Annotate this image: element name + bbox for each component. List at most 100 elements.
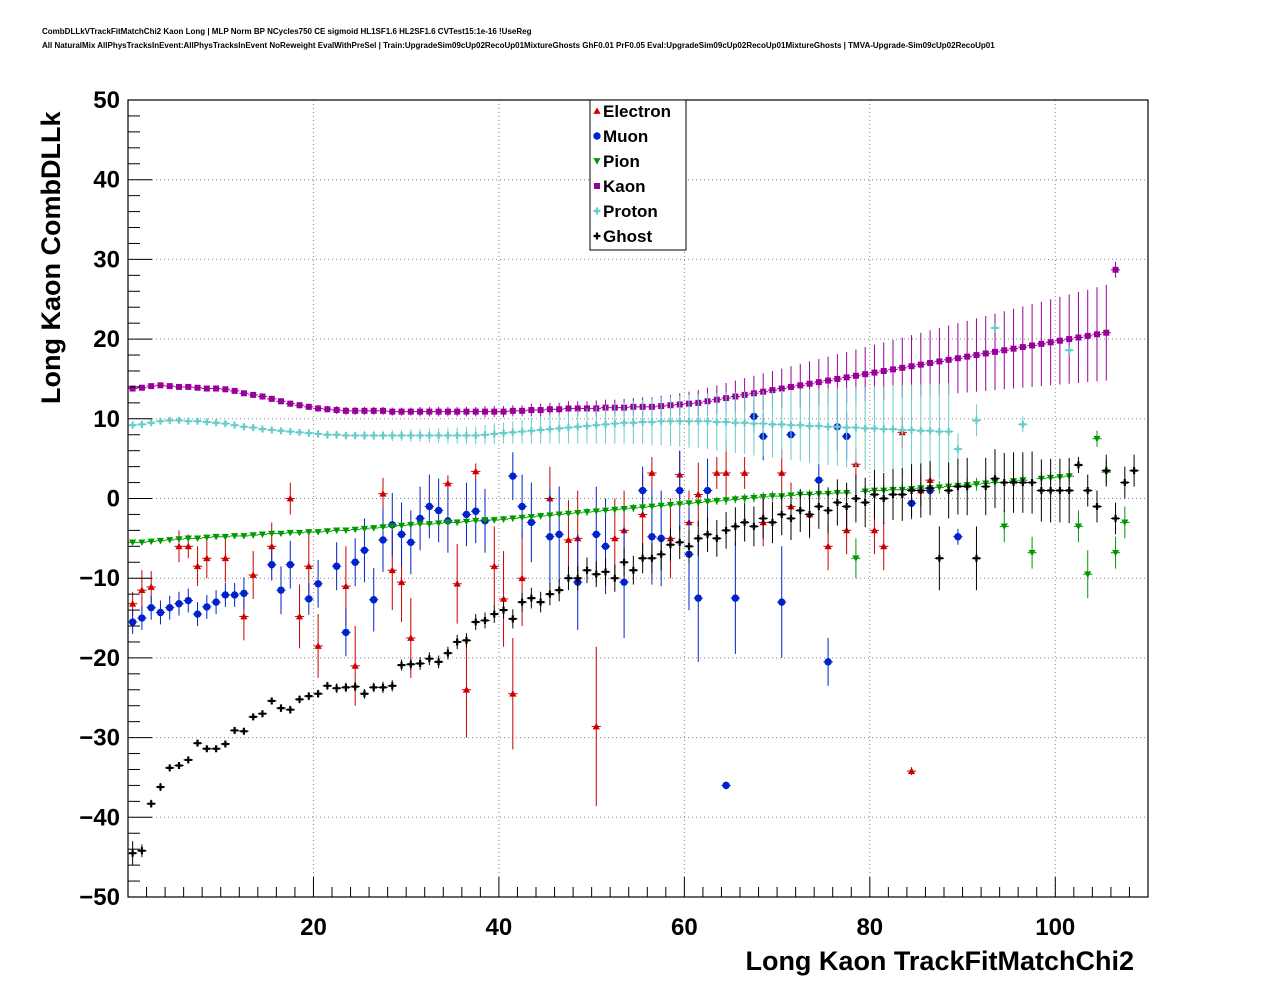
marker [379, 490, 387, 497]
data-point-kaon [174, 383, 184, 390]
data-point-electron [192, 546, 203, 587]
marker [314, 430, 322, 438]
data-point-kaon [443, 406, 453, 417]
legend-label: Proton [603, 202, 658, 221]
marker [731, 594, 740, 602]
marker [360, 546, 369, 555]
data-point-ghost [128, 841, 138, 866]
marker [870, 424, 878, 432]
data-point-proton [628, 401, 638, 445]
marker [212, 419, 220, 427]
data-point-muon [508, 452, 518, 501]
data-point-proton [842, 387, 852, 468]
data-point-ghost [860, 477, 870, 528]
marker [1019, 420, 1027, 428]
data-point-pion [369, 525, 379, 532]
data-point-proton [517, 419, 527, 444]
marker [778, 510, 786, 518]
marker [360, 432, 368, 440]
marker [453, 580, 461, 587]
data-point-proton [471, 426, 481, 445]
data-point-kaon [1036, 301, 1046, 387]
marker [527, 594, 535, 602]
marker [936, 358, 943, 365]
data-point-ghost [684, 529, 694, 564]
marker [184, 417, 192, 425]
marker [342, 407, 349, 414]
marker [425, 655, 433, 663]
marker [574, 405, 581, 412]
marker [945, 487, 953, 495]
marker [129, 600, 137, 607]
data-point-proton [313, 429, 323, 438]
data-point-kaon [230, 387, 240, 394]
data-point-kaon [294, 402, 305, 409]
marker [602, 420, 610, 428]
marker [342, 582, 350, 590]
y-tick-label: −30 [79, 725, 120, 752]
marker [731, 419, 739, 427]
data-point-kaon [498, 406, 509, 418]
marker [1037, 487, 1045, 495]
marker [258, 425, 266, 433]
data-point-electron [294, 584, 305, 649]
data-point-ghost [452, 634, 462, 650]
marker [305, 403, 312, 410]
data-point-proton [804, 389, 815, 463]
data-point-ghost [1046, 458, 1056, 523]
data-point-kaon [332, 406, 342, 415]
data-point-proton [174, 416, 184, 424]
data-point-ghost [285, 705, 295, 714]
marker [787, 492, 795, 499]
marker [555, 511, 563, 519]
data-point-ghost [183, 756, 193, 764]
data-point-proton [860, 386, 870, 470]
data-point-muon [350, 538, 360, 587]
data-point-ghost [424, 652, 434, 666]
legend-marker [593, 207, 601, 215]
data-point-ghost [498, 601, 509, 619]
data-point-pion [183, 535, 193, 542]
marker [907, 767, 916, 774]
data-point-muon [128, 610, 138, 634]
data-point-electron [202, 538, 212, 579]
data-point-proton [1018, 416, 1028, 433]
marker [398, 408, 405, 415]
marker [240, 390, 247, 397]
marker [453, 519, 461, 527]
marker [509, 472, 517, 480]
marker [843, 424, 851, 432]
data-point-pion [415, 520, 425, 528]
data-point-pion [498, 516, 509, 523]
marker [184, 596, 192, 605]
data-point-electron [313, 614, 323, 678]
data-point-proton [832, 387, 842, 466]
data-point-ghost [230, 726, 240, 734]
marker [184, 756, 192, 764]
marker [806, 380, 813, 387]
data-point-ghost [387, 680, 397, 692]
legend-item-electron: Electron [593, 102, 671, 121]
marker [1028, 479, 1036, 487]
marker [694, 417, 702, 425]
marker [407, 660, 415, 668]
data-point-ghost [879, 472, 889, 525]
marker [388, 432, 396, 440]
marker [305, 562, 313, 570]
marker [676, 538, 684, 546]
marker [1112, 514, 1120, 522]
data-point-pion [1120, 506, 1130, 539]
marker [472, 467, 480, 475]
data-point-ghost [600, 558, 611, 586]
marker [444, 408, 451, 415]
marker [722, 781, 730, 790]
marker [332, 562, 341, 570]
marker [769, 387, 776, 394]
data-point-electron [498, 551, 509, 647]
data-point-ghost [165, 764, 175, 772]
marker [648, 503, 656, 511]
data-point-proton [869, 386, 880, 471]
data-point-ghost [146, 799, 156, 808]
data-point-kaon [239, 390, 249, 397]
marker [499, 516, 508, 523]
